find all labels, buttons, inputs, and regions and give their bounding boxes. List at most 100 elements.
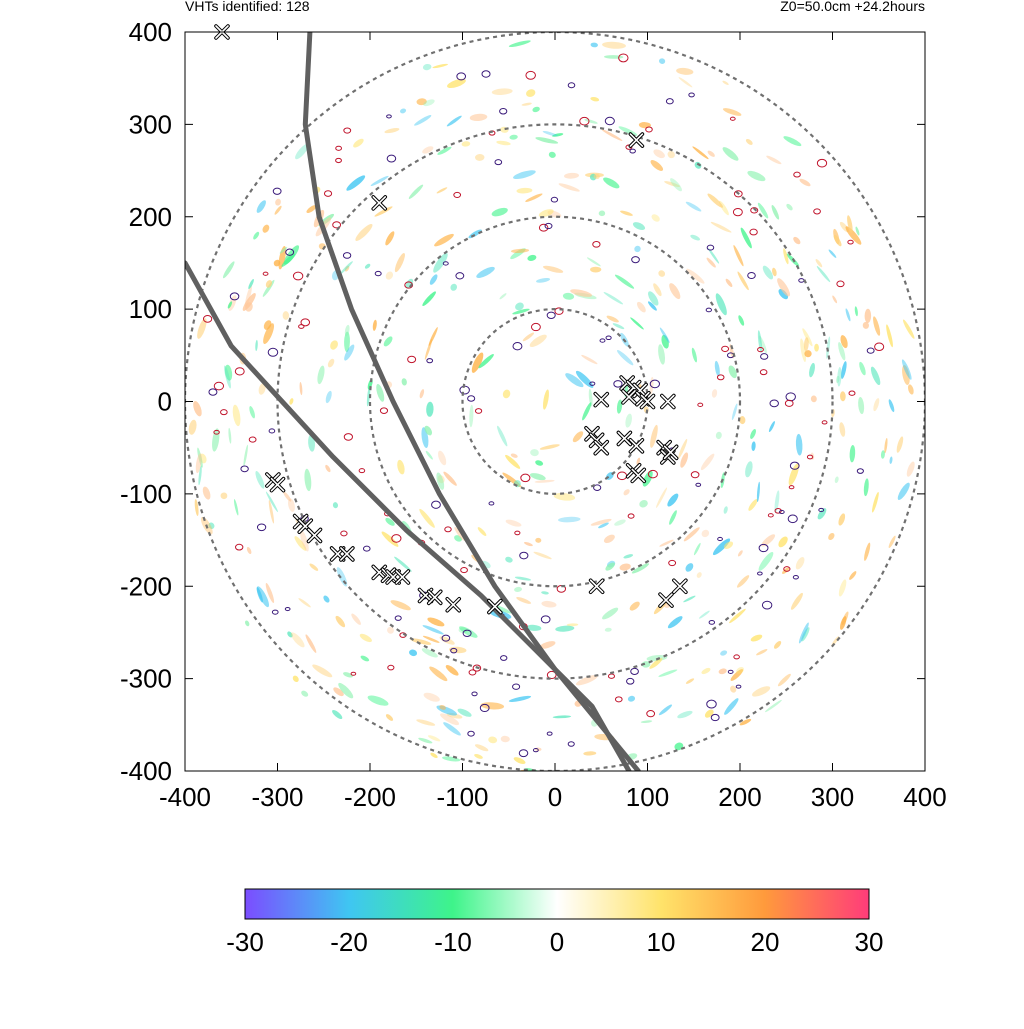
field-streak [795, 433, 803, 456]
field-streak [421, 648, 438, 658]
field-streak [694, 161, 702, 169]
field-contour [358, 468, 366, 474]
field-streak [858, 397, 865, 415]
field-streak [263, 323, 275, 344]
field-streak [575, 370, 594, 388]
field-streak [539, 641, 556, 649]
field-streak [708, 248, 720, 264]
field-streak [570, 289, 593, 297]
field-streak [880, 450, 885, 459]
field-streak [854, 306, 858, 317]
field-streak [651, 214, 660, 222]
field-streak [290, 632, 305, 648]
field-streak [598, 210, 606, 217]
field-contour [284, 606, 291, 612]
vht-marker [639, 393, 656, 410]
field-streak [459, 626, 478, 638]
vht-marker [628, 438, 645, 454]
field-streak [305, 634, 317, 653]
field-streak [344, 324, 350, 337]
field-streak [740, 227, 752, 249]
field-streak [803, 337, 809, 352]
field-contour [836, 280, 845, 288]
field-contour [647, 469, 658, 479]
field-streak [872, 491, 879, 513]
field-streak [418, 737, 433, 744]
vht-marker [658, 592, 674, 608]
field-streak [849, 444, 856, 463]
field-streak [227, 301, 233, 309]
field-streak [693, 542, 701, 556]
field-streak [447, 78, 466, 89]
field-streak [287, 631, 293, 638]
field-streak [476, 266, 495, 278]
field-streak [701, 529, 710, 538]
field-contour [705, 307, 712, 313]
field-contour [783, 566, 791, 572]
field-streak [685, 678, 695, 684]
field-streak [394, 556, 412, 572]
x-tick-label: 100 [626, 782, 669, 812]
storm-tracks [185, 32, 641, 771]
field-streak [474, 754, 483, 759]
field-contour [407, 355, 417, 364]
field-streak [535, 137, 559, 144]
field-contour [335, 157, 342, 164]
x-tick-label: -400 [159, 782, 211, 812]
field-streak [355, 223, 373, 241]
field-streak [439, 636, 455, 645]
field-streak [439, 705, 446, 710]
field-contour [645, 126, 653, 133]
field-streak [603, 291, 624, 305]
field-streak [256, 200, 266, 213]
field-streak [480, 702, 505, 710]
field-streak [397, 459, 405, 475]
field-contour [267, 347, 279, 357]
field-streak [718, 668, 727, 675]
field-contour [530, 322, 541, 332]
field-streak [542, 130, 558, 137]
field-contour [234, 367, 245, 376]
field-streak [618, 126, 638, 136]
colorbar-tick-labels: -30 -20 -10 0 10 20 30 [226, 927, 883, 957]
field-streak [757, 202, 769, 219]
field-streak [281, 253, 296, 267]
field-streak [690, 234, 700, 241]
field-streak [512, 308, 530, 315]
field-contour [488, 501, 495, 506]
field-streak [908, 384, 914, 395]
vht-marker [269, 476, 286, 493]
field-streak [706, 257, 716, 268]
field-streak [278, 245, 287, 270]
field-streak [590, 518, 612, 526]
field-contour [213, 429, 220, 435]
field-streak [604, 627, 612, 632]
field-streak [593, 173, 600, 180]
field-streak [558, 183, 580, 192]
field-streak [434, 233, 454, 247]
field-streak [338, 682, 354, 699]
colorbar-tick-label: -10 [434, 927, 472, 957]
vht-marker [426, 589, 443, 606]
field-streak [647, 301, 657, 311]
field-streak [722, 108, 742, 116]
field-streak [244, 620, 250, 627]
field-contour [695, 482, 702, 487]
field-streak [845, 308, 851, 322]
field-streak [245, 302, 253, 312]
field-streak [588, 388, 593, 407]
field-contour [614, 696, 623, 703]
field-streak [655, 487, 668, 508]
field-contour [474, 408, 483, 414]
field-streak [327, 358, 335, 368]
field-streak [416, 98, 427, 106]
field-streak [508, 40, 531, 48]
field-streak [263, 320, 272, 330]
field-streak [590, 266, 602, 273]
field-streak [457, 708, 472, 717]
field-streak [535, 460, 544, 466]
vht-markers [214, 24, 688, 615]
field-contour [789, 461, 800, 470]
field-streak [529, 334, 547, 348]
